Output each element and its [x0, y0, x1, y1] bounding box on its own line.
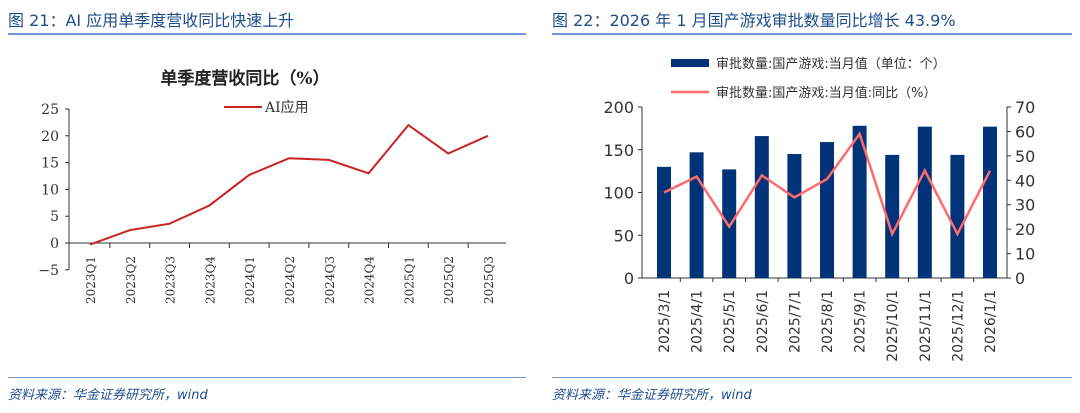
chart1-x-tick-label: 2024Q1 — [243, 256, 257, 304]
chart2-bar — [657, 166, 671, 278]
chart2-bar — [885, 154, 900, 278]
chart2-legend-bar-swatch — [671, 59, 709, 67]
chart2-x-tick-label: 2025/7/1 — [787, 290, 803, 353]
chart1-x-tick-label: 2023Q3 — [164, 256, 178, 304]
chart2-x-tick-label: 2025/4/1 — [690, 290, 706, 353]
chart1-x-tick-label: 2023Q2 — [124, 256, 138, 304]
chart1-x-tick-label: 2024Q3 — [323, 256, 337, 304]
chart2-right-tick-label: 40 — [1015, 171, 1035, 190]
chart2-left-tick-label: 200 — [603, 98, 634, 117]
chart2-bar — [950, 154, 965, 278]
chart2-legend-bar-label: 审批数量:国产游戏:当月值（单位：个） — [716, 56, 946, 72]
chart2-right-tick-label: 0 — [1015, 269, 1025, 288]
chart1-y-tick-label: −5 — [38, 263, 59, 279]
chart2-left-tick-label: 150 — [603, 141, 634, 160]
chart2-x-tick-label: 2025/8/1 — [820, 290, 836, 353]
right-figure-title: 图 22：2026 年 1 月国产游戏审批数量同比增长 43.9% — [552, 11, 956, 30]
chart1-title: 单季度营收同比（%） — [160, 68, 329, 89]
chart2-left-tick-label: 0 — [624, 269, 634, 288]
chart1-y-tick-label: 0 — [50, 236, 59, 252]
chart2-x-tick-label: 2025/12/1 — [950, 290, 966, 362]
chart1-y-tick-label: 15 — [41, 156, 59, 172]
chart1-y-tick-label: 20 — [41, 129, 59, 145]
chart2-x-tick-label: 2025/11/1 — [918, 290, 934, 362]
chart2-x-tick-label: 2025/10/1 — [885, 290, 901, 362]
chart2-legend-line-label: 审批数量:国产游戏:当月值:同比（%） — [716, 85, 937, 101]
chart2-bar — [917, 126, 932, 278]
chart2-x-tick-label: 2025/5/1 — [722, 290, 738, 353]
chart2-right-tick-label: 30 — [1015, 196, 1035, 215]
chart2-bar — [689, 152, 704, 278]
chart2-left-tick-label: 100 — [603, 184, 634, 203]
chart2-bar — [787, 154, 802, 278]
chart2-bar — [754, 136, 769, 278]
chart2-bar — [852, 125, 867, 278]
right-title-rule — [552, 33, 1072, 35]
chart1-x-tick-label: 2024Q2 — [283, 256, 297, 304]
chart1-x-tick-label: 2025Q3 — [482, 256, 496, 304]
left-source: 资料来源：华金证券研究所，wind — [8, 388, 208, 403]
chart1-series-line — [89, 123, 489, 246]
chart1-x-tick-label: 2024Q4 — [363, 256, 377, 304]
left-title-rule — [8, 33, 526, 35]
chart2-bar — [820, 142, 834, 278]
chart2-x-tick-label: 2025/3/1 — [657, 290, 673, 353]
chart1-y-tick-label: 25 — [41, 102, 59, 118]
chart2-x-tick-label: 2025/6/1 — [755, 290, 771, 353]
chart1-y-tick-label: 10 — [41, 182, 59, 198]
chart2-bar — [722, 169, 737, 278]
chart2-right-tick-label: 60 — [1015, 122, 1035, 141]
chart1-x-tick-label: 2023Q4 — [203, 256, 217, 304]
chart2-x-tick-label: 2025/9/1 — [853, 290, 869, 353]
chart2-bar — [983, 126, 997, 278]
right-footer-rule — [552, 377, 1072, 378]
chart2-right-tick-label: 10 — [1015, 245, 1035, 264]
chart1-y-tick-label: 5 — [50, 209, 59, 225]
chart1-legend-label: AI应用 — [264, 99, 309, 116]
chart1-x-tick-label: 2023Q1 — [84, 256, 98, 304]
chart2-left-tick-label: 50 — [614, 226, 634, 245]
right-source: 资料来源：华金证券研究所，wind — [552, 388, 752, 403]
chart1-x-tick-label: 2025Q1 — [402, 256, 416, 304]
chart2-right-tick-label: 70 — [1015, 98, 1035, 117]
left-figure-title: 图 21：AI 应用单季度营收同比快速上升 — [8, 11, 295, 30]
chart2-right-tick-label: 50 — [1015, 147, 1035, 166]
chart2-x-tick-label: 2026/1/1 — [983, 290, 999, 353]
chart1-x-tick-label: 2025Q2 — [442, 256, 456, 304]
left-footer-rule — [8, 377, 526, 378]
chart2-right-tick-label: 20 — [1015, 220, 1035, 239]
